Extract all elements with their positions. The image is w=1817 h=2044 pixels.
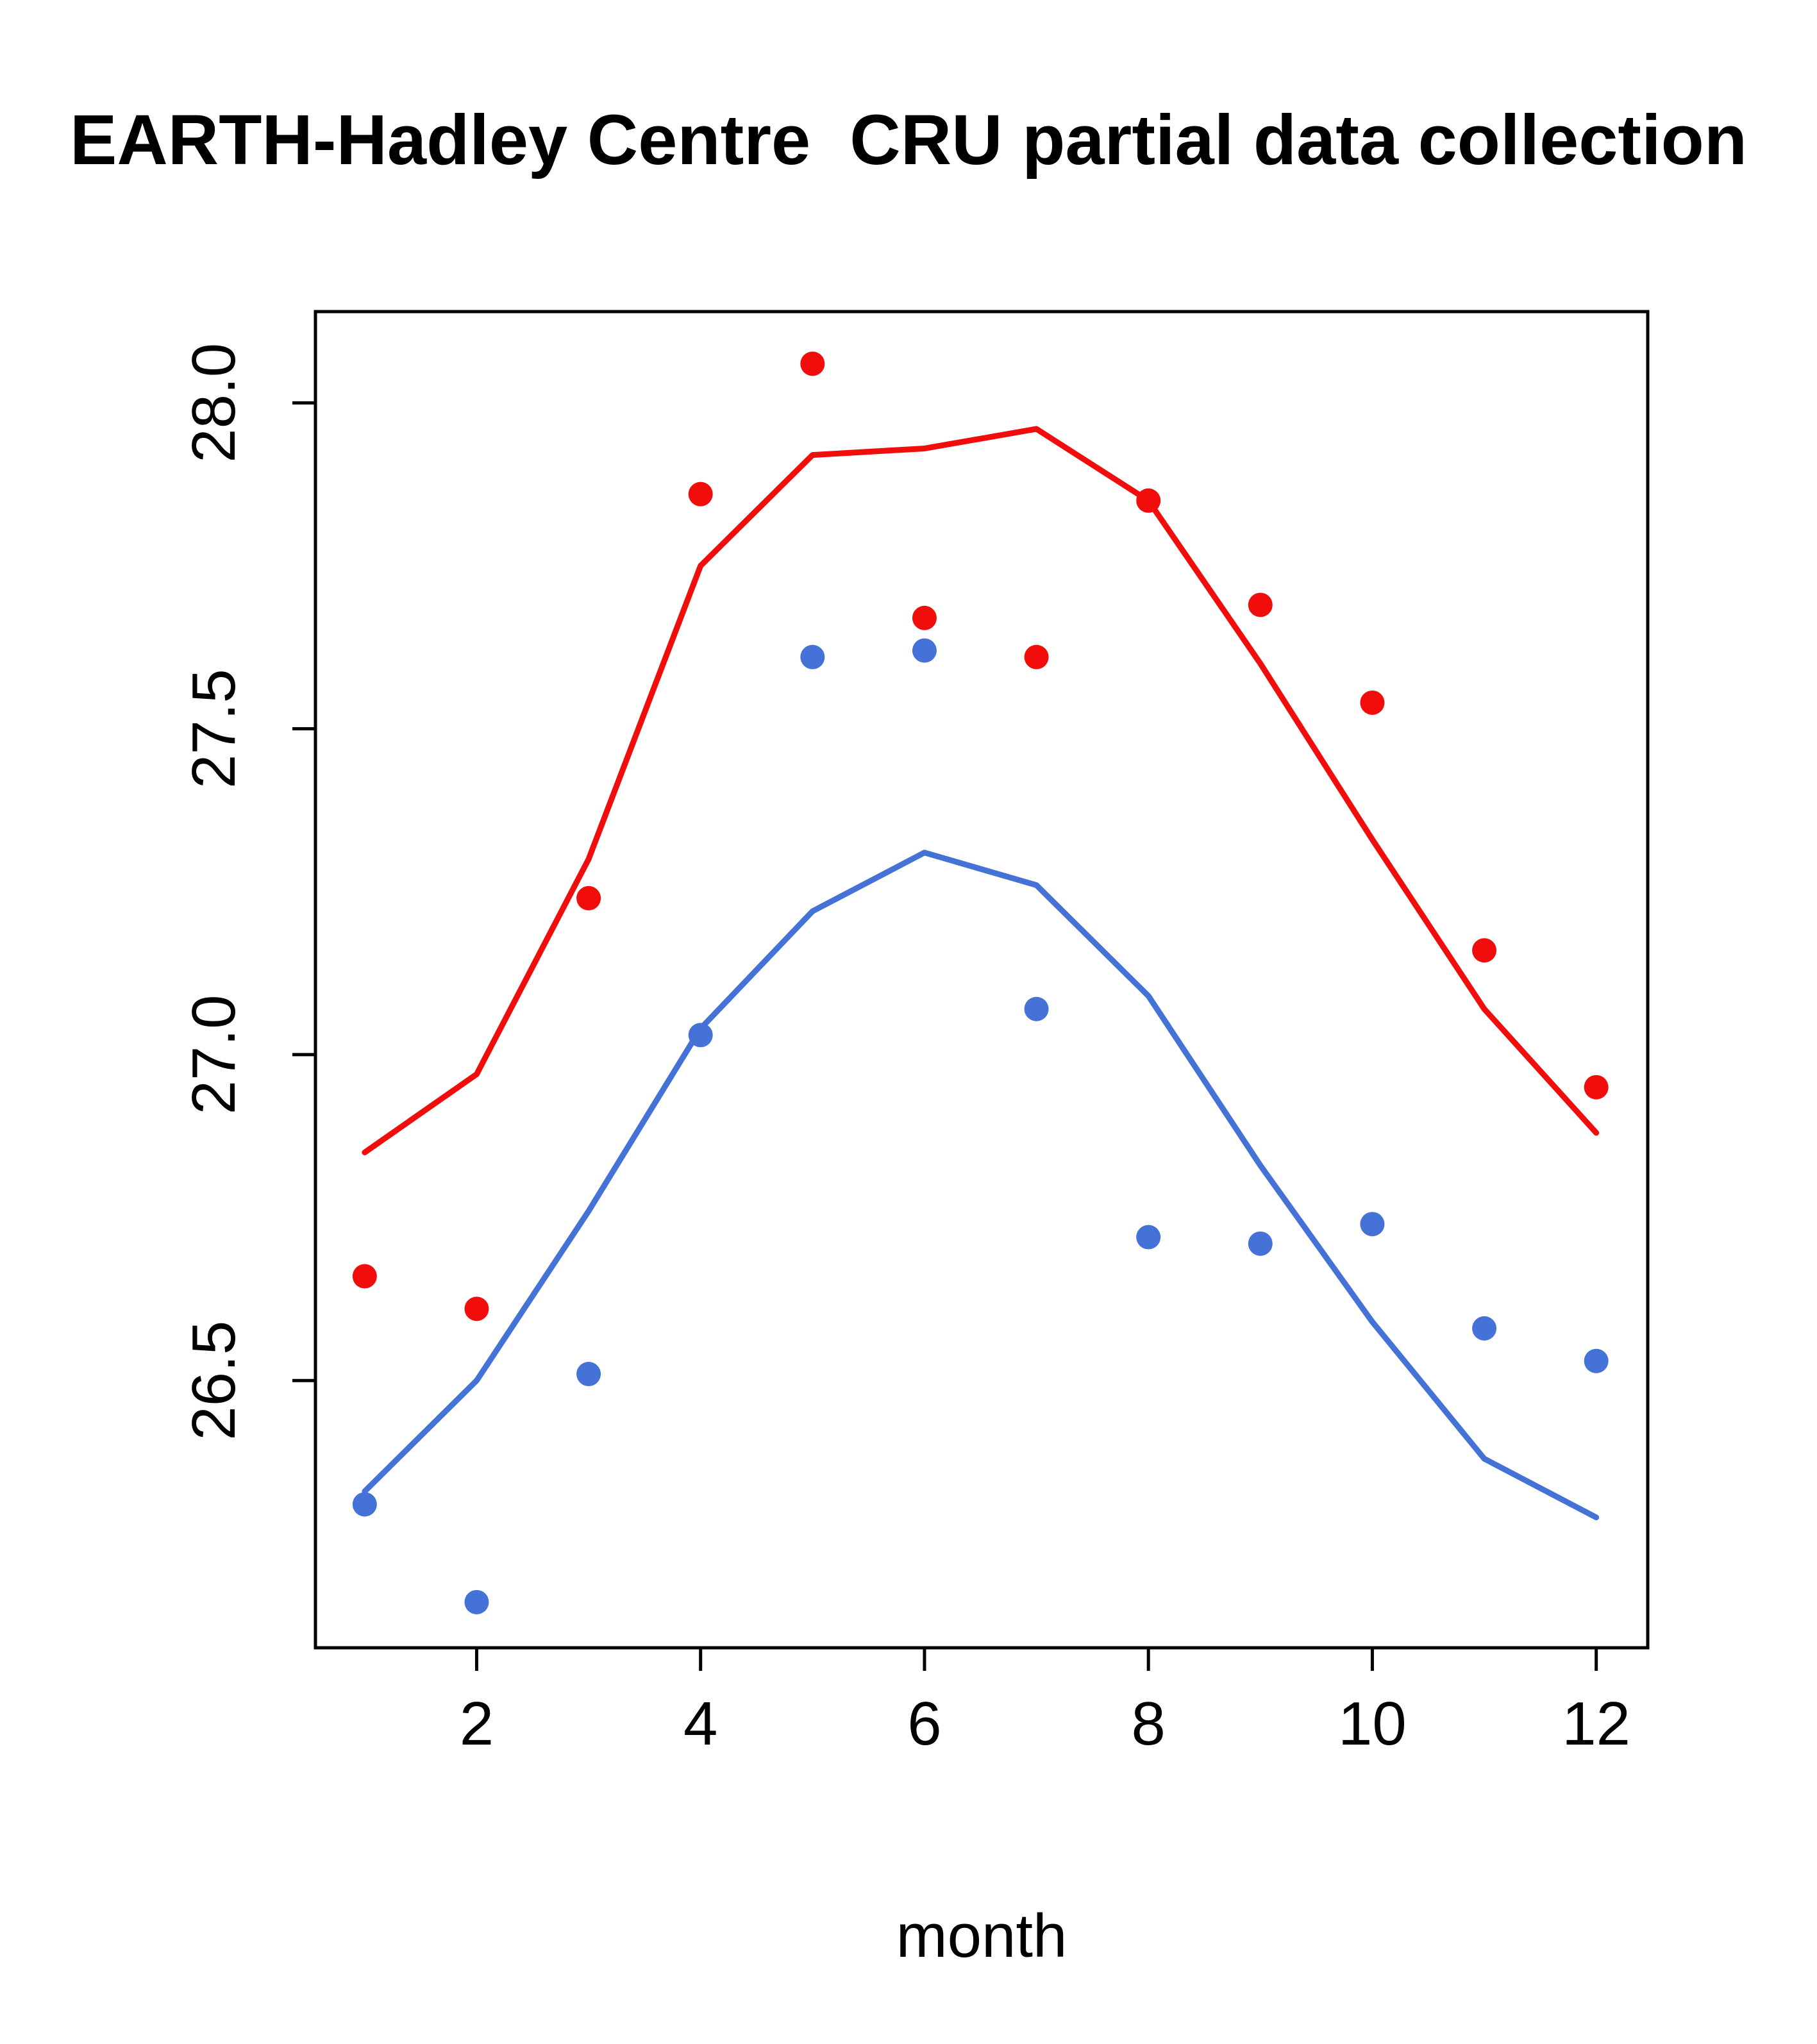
blue-points-point: [1584, 1348, 1609, 1373]
blue-points-point: [1136, 1225, 1161, 1250]
y-tick-label: 26.5: [180, 1321, 248, 1441]
blue-points-point: [1360, 1212, 1385, 1237]
red-points-point: [1472, 938, 1497, 963]
blue-points-point: [1472, 1316, 1497, 1341]
red-points-point: [800, 351, 825, 376]
x-tick-label: 4: [683, 1689, 717, 1758]
blue-points-point: [576, 1362, 601, 1387]
x-tick-label: 12: [1562, 1689, 1630, 1758]
x-tick-label: 8: [1131, 1689, 1165, 1758]
x-tick-label: 2: [460, 1689, 494, 1758]
plot-box: [314, 310, 1650, 1650]
blue-points-point: [912, 638, 937, 663]
red-points-point: [1360, 690, 1385, 715]
red-points-point: [352, 1264, 377, 1289]
blue-points-point: [1024, 996, 1049, 1021]
red-points-point: [464, 1296, 489, 1321]
y-tick-label: 28.0: [180, 343, 248, 463]
red-points-point: [1024, 644, 1049, 669]
red-points-point: [1584, 1075, 1609, 1100]
x-tick-label: 6: [907, 1689, 941, 1758]
x-tick-label: 10: [1338, 1689, 1407, 1758]
red-points-point: [576, 885, 601, 910]
blue-points-point: [464, 1589, 489, 1614]
y-tick-label: 27.5: [180, 669, 248, 789]
red-points-point: [912, 605, 937, 630]
red-points-point: [688, 482, 713, 507]
blue-points-point: [1248, 1231, 1273, 1256]
blue-line: [362, 850, 1600, 1521]
y-tick-label: 27.0: [180, 994, 248, 1114]
chart-title: EARTH-Hadley Centre CRU partial data col…: [69, 101, 1748, 180]
blue-points-point: [800, 644, 825, 669]
red-line: [362, 426, 1600, 1155]
x-axis-label: month: [896, 1902, 1068, 1970]
red-points-point: [1248, 592, 1273, 617]
blue-points-point: [352, 1492, 377, 1517]
